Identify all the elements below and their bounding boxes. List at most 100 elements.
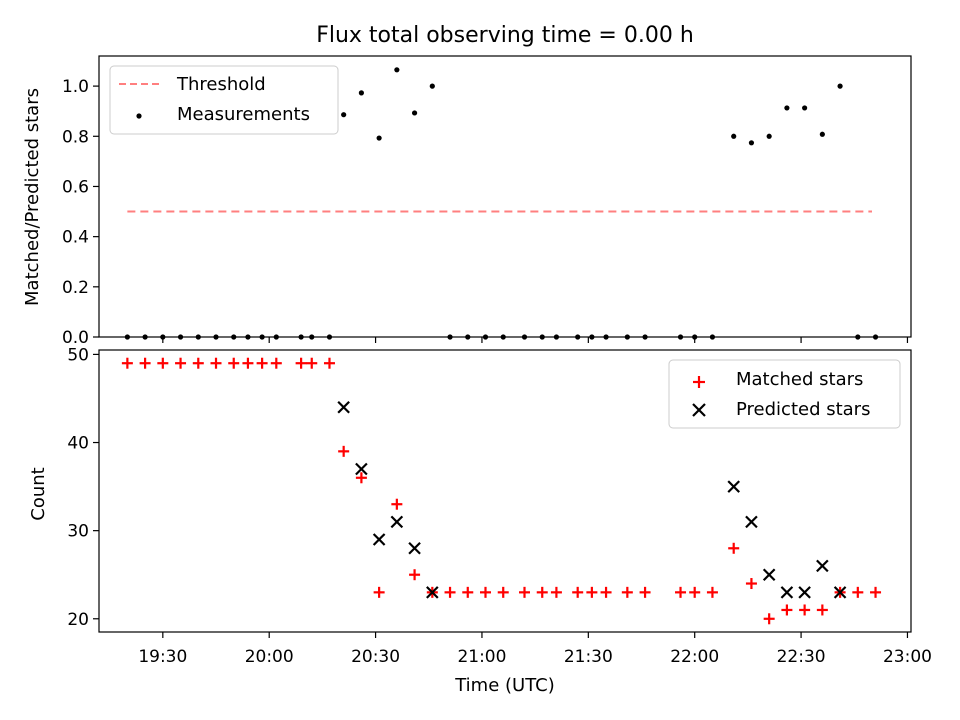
matched-star-point <box>706 586 718 598</box>
xtick-label: 21:30 <box>564 647 613 667</box>
xtick-label: 20:30 <box>351 647 400 667</box>
bottom-ytick-label: 40 <box>67 434 89 454</box>
matched-star-point <box>121 357 133 369</box>
matched-star-point <box>444 586 456 598</box>
measurement-point <box>766 133 772 139</box>
matched-star-point <box>157 357 169 369</box>
bottom-axes-frame <box>98 349 912 633</box>
bottom-ytick-label: 20 <box>67 610 89 630</box>
legend-measurements-label: Measurements <box>177 104 310 125</box>
matched-star-point <box>306 357 318 369</box>
matched-star-point <box>852 586 864 598</box>
matched-star-point <box>139 357 151 369</box>
measurement-point <box>819 131 825 137</box>
top-y-axis-label: Matched/Predicted stars <box>22 88 43 306</box>
matched-star-point <box>242 357 254 369</box>
predicted-star-point <box>390 515 404 529</box>
top-ytick-label: 0.2 <box>62 278 89 298</box>
top-ytick-label: 1.0 <box>62 77 89 97</box>
measurement-point <box>394 67 400 73</box>
matched-star-point <box>175 357 187 369</box>
matched-star-point <box>192 357 204 369</box>
legend-measurements-swatch <box>136 113 142 119</box>
predicted-star-point <box>833 586 847 599</box>
predicted-star-point <box>780 586 794 599</box>
predicted-star-point <box>355 462 368 476</box>
matched-star-point <box>600 586 612 598</box>
matched-star-point <box>745 578 757 590</box>
legend-matched-label: Matched stars <box>736 369 863 390</box>
matched-star-point <box>355 472 367 484</box>
top-ytick-label: 0.0 <box>62 328 89 348</box>
matched-star-point <box>675 586 687 598</box>
matched-star-point <box>462 586 474 598</box>
predicted-star-point <box>372 533 386 546</box>
predicted-star-point <box>798 586 811 599</box>
measurement-point <box>341 112 347 118</box>
matched-star-point <box>781 604 793 616</box>
xtick-label: 23:00 <box>883 647 932 667</box>
matched-star-point <box>816 604 828 616</box>
legend-matched-swatch <box>693 376 705 388</box>
matched-star-point <box>228 357 240 369</box>
matched-star-point <box>621 586 633 598</box>
matched-star-point <box>409 569 421 581</box>
top-ytick-label: 0.6 <box>62 177 89 197</box>
top-ytick-label: 0.8 <box>62 127 89 147</box>
predicted-star-point <box>745 515 758 529</box>
chart-title: Flux total observing time = 0.00 h <box>316 23 694 48</box>
matched-star-point <box>586 586 598 598</box>
matched-star-point <box>689 586 701 598</box>
top-legend: Threshold Measurements <box>109 65 339 135</box>
measurement-point <box>376 135 382 141</box>
matched-star-point <box>338 445 350 457</box>
measurement-point <box>358 90 364 96</box>
xtick-label: 21:00 <box>457 647 506 667</box>
bottom-y-axis-label: Count <box>28 467 49 520</box>
matched-star-point <box>295 357 307 369</box>
measurement-point <box>731 133 737 139</box>
predicted-star-point <box>727 480 740 493</box>
measurement-point <box>411 110 418 116</box>
top-ytick-label: 0.4 <box>62 228 89 248</box>
legend-threshold-label: Threshold <box>176 74 266 95</box>
xtick-label: 22:00 <box>670 647 719 667</box>
legend-predicted-swatch <box>692 403 706 417</box>
bottom-legend-box <box>668 359 901 429</box>
matched-star-point <box>763 613 775 625</box>
top-legend-box <box>109 65 339 135</box>
matched-star-point <box>519 586 531 598</box>
predicted-star-point <box>337 401 350 414</box>
matched-star-point <box>799 604 811 616</box>
matched-star-point <box>536 586 548 598</box>
bottom-ytick-label: 30 <box>67 522 89 542</box>
matched-star-point <box>639 586 651 598</box>
matched-star-point <box>391 498 403 510</box>
predicted-star-point <box>408 542 421 555</box>
measurement-point <box>748 140 755 146</box>
x-axis-label: Time (UTC) <box>454 675 555 696</box>
xtick-label: 19:30 <box>138 647 187 667</box>
matched-star-point <box>373 586 385 598</box>
matched-star-point <box>572 586 584 598</box>
matched-star-point <box>728 542 740 554</box>
matched-star-point <box>550 586 562 598</box>
bottom-ytick-label: 50 <box>67 345 89 365</box>
matched-star-point <box>497 586 509 598</box>
measurement-point <box>802 105 808 111</box>
predicted-star-point <box>816 559 829 573</box>
xtick-label: 20:00 <box>245 647 294 667</box>
top-axes-frame <box>98 55 912 338</box>
matched-star-point <box>323 357 335 369</box>
measurement-point <box>837 83 843 89</box>
matched-star-point <box>210 357 222 369</box>
matched-star-point <box>256 357 268 369</box>
predicted-star-point <box>426 586 439 599</box>
bottom-legend: Matched stars Predicted stars <box>668 359 901 429</box>
legend-predicted-label: Predicted stars <box>736 399 870 420</box>
bottom-plot-area <box>121 357 882 625</box>
matched-star-point <box>270 357 282 369</box>
measurement-point <box>784 105 790 111</box>
matched-star-point <box>870 586 882 598</box>
